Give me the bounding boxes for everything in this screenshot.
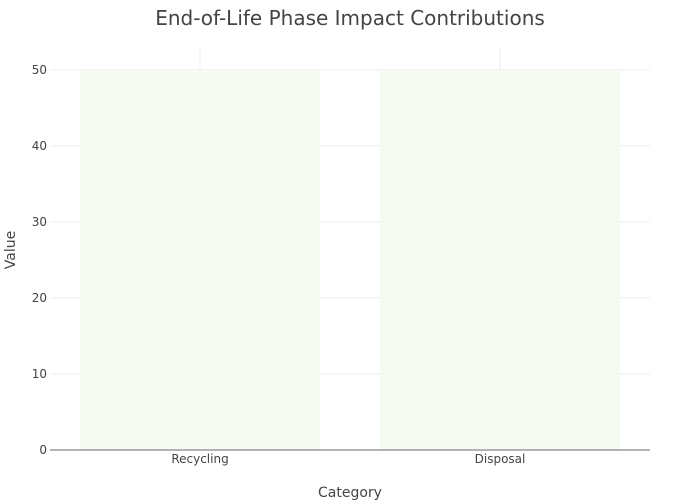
y-tick-label: 10 xyxy=(32,367,47,381)
chart-title: End-of-Life Phase Impact Contributions xyxy=(155,6,545,30)
y-tick-label: 40 xyxy=(32,139,47,153)
y-tick-label: 20 xyxy=(32,291,47,305)
bars xyxy=(80,69,620,451)
bar-disposal xyxy=(380,69,620,451)
axes: 0 10 20 30 40 50 Recycling Disposal xyxy=(32,63,650,466)
x-tick-label: Disposal xyxy=(475,452,526,466)
x-tick-label: Recycling xyxy=(171,452,228,466)
y-tick-label: 50 xyxy=(32,63,47,77)
x-axis-title: Category xyxy=(318,485,382,500)
bar-recycling xyxy=(80,69,320,451)
y-axis-title: Value xyxy=(3,231,19,269)
y-tick-label: 30 xyxy=(32,215,47,229)
y-tick-label: 0 xyxy=(39,443,47,457)
